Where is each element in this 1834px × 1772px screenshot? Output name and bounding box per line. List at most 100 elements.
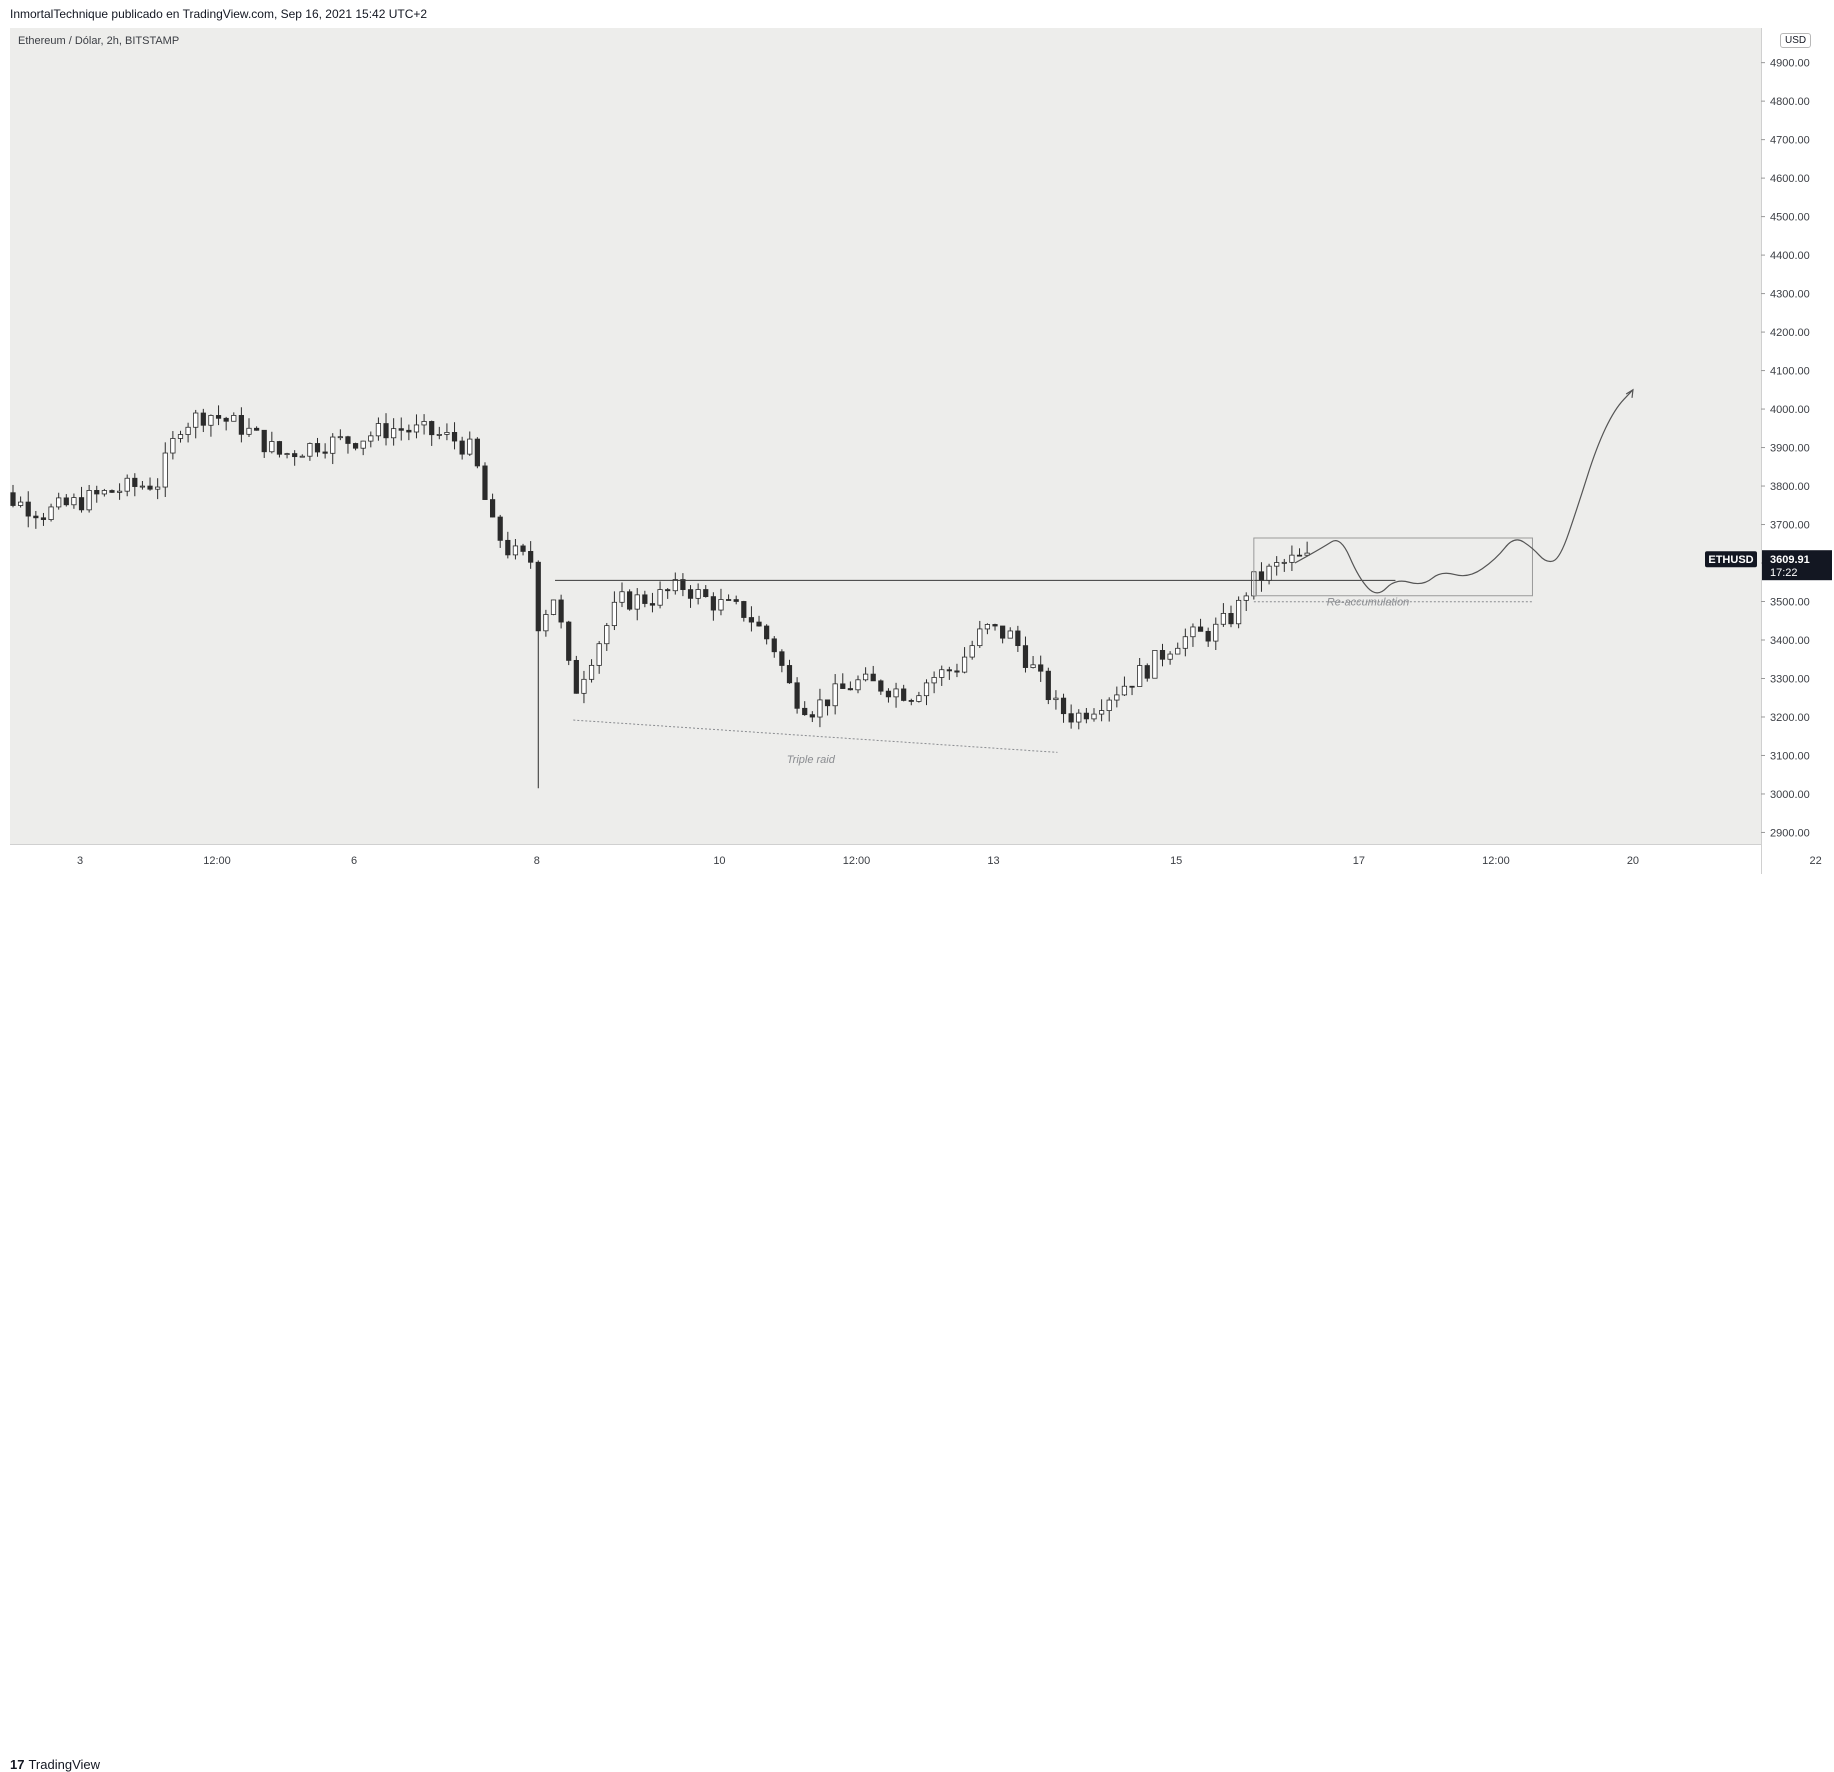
- projection-path: [1294, 389, 1634, 594]
- price-tick-label: 4500.00: [1770, 212, 1810, 224]
- candle-body: [596, 643, 602, 666]
- candle-body: [779, 651, 785, 666]
- price-tick-label: 4700.00: [1770, 135, 1810, 147]
- candle-body: [1167, 653, 1173, 660]
- candle-body: [1304, 552, 1310, 556]
- price-axis[interactable]: [1761, 28, 1834, 874]
- price-tick-label: 4100.00: [1770, 366, 1810, 378]
- candle-body: [1121, 685, 1128, 696]
- candle-body: [398, 428, 404, 431]
- time-tick-label: 12:00: [1482, 855, 1510, 867]
- chart-plot-area[interactable]: [10, 28, 1761, 844]
- candle-body: [969, 645, 975, 658]
- currency-button[interactable]: USD: [1780, 33, 1812, 48]
- tradingview-logo[interactable]: 17 TradingView: [10, 1757, 100, 1772]
- time-tick-label: 12:00: [203, 855, 231, 867]
- candle-body: [132, 477, 138, 487]
- candle-body: [1281, 561, 1287, 564]
- candle-body: [337, 436, 343, 439]
- candle-body: [1220, 613, 1226, 625]
- candle-body: [101, 490, 107, 495]
- candle-body: [710, 596, 716, 611]
- candle-body: [863, 673, 869, 681]
- candle-body: [360, 440, 366, 449]
- candle-body: [124, 477, 130, 492]
- price-tick-label: 2900.00: [1770, 827, 1810, 839]
- candle-body: [748, 617, 755, 623]
- candle-body: [429, 421, 435, 436]
- publish-info: InmortalTechnique publicado en TradingVi…: [10, 7, 428, 21]
- candle-body: [832, 683, 838, 707]
- candle-body: [1000, 625, 1006, 639]
- candle-body: [1266, 565, 1272, 581]
- candle-body: [946, 669, 952, 672]
- price-tick-label: 4200.00: [1770, 327, 1810, 339]
- candle-body: [1243, 595, 1249, 601]
- annotation-label: Triple raid: [787, 754, 836, 766]
- candle-body: [444, 432, 450, 435]
- candle-body: [1015, 630, 1021, 647]
- candle-body: [276, 441, 283, 455]
- candle-body: [566, 621, 572, 661]
- candle-body: [1053, 697, 1059, 701]
- candle-body: [893, 688, 899, 698]
- candle-body: [1083, 712, 1089, 720]
- price-tick-label: 4600.00: [1770, 173, 1810, 185]
- candle-body: [25, 501, 31, 517]
- price-tick-label: 4300.00: [1770, 289, 1810, 301]
- candle-body: [1129, 685, 1135, 688]
- price-tick-label: 3200.00: [1770, 712, 1810, 724]
- footer: 17 TradingView: [0, 874, 1834, 1772]
- candle-body: [330, 436, 336, 454]
- candle-body: [550, 599, 557, 615]
- candle-body: [764, 625, 770, 640]
- candle-body: [147, 485, 153, 490]
- price-tick-label: 3400.00: [1770, 635, 1810, 647]
- candle-body: [254, 427, 260, 431]
- candle-body: [657, 589, 663, 606]
- candle-body: [665, 589, 671, 592]
- candle-body: [1060, 697, 1067, 715]
- candle-body: [383, 423, 389, 439]
- time-tick-label: 8: [534, 855, 540, 867]
- time-axis[interactable]: [10, 844, 1761, 875]
- candle-body: [771, 638, 777, 653]
- candle-body: [840, 683, 846, 689]
- candle-body: [1022, 645, 1029, 668]
- candle-body: [634, 594, 640, 610]
- candle-body: [155, 486, 161, 490]
- candle-body: [1030, 664, 1036, 668]
- time-tick-label: 15: [1170, 855, 1182, 867]
- candle-body: [611, 601, 617, 627]
- tradingview-logo-icon: 17: [10, 1757, 25, 1772]
- candle-body: [33, 515, 39, 519]
- reaccumulation-box: [1253, 537, 1533, 597]
- candle-body: [520, 545, 526, 552]
- candle-body: [451, 432, 458, 442]
- candle-body: [1258, 571, 1265, 581]
- chart-svg: 2900.00 3000.00 3100.00 3200.00 3300.00 3400.…: [10, 58, 1832, 867]
- candle-body: [10, 492, 16, 506]
- candle-body: [802, 707, 808, 716]
- time-tick-label: 10: [713, 855, 725, 867]
- candle-body: [817, 699, 823, 718]
- candle-body: [725, 599, 732, 601]
- candle-body: [687, 589, 694, 599]
- candle-body: [94, 490, 100, 495]
- candle-body: [1137, 665, 1143, 687]
- price-tag-value: 3609.91: [1770, 554, 1810, 566]
- time-tick-label: 17: [1353, 855, 1365, 867]
- price-tick-label: 3900.00: [1770, 443, 1810, 455]
- candle-body: [223, 417, 229, 422]
- candle-body: [162, 452, 168, 488]
- candle-body: [109, 490, 115, 493]
- candle-body: [246, 427, 252, 435]
- candle-body: [1007, 630, 1013, 639]
- symbol-title: Ethereum / Dólar, 2h, BITSTAMP: [18, 35, 180, 47]
- candle-body: [923, 682, 930, 697]
- price-tick-label: 3300.00: [1770, 673, 1810, 685]
- candle-body: [870, 673, 876, 682]
- candle-body: [528, 551, 534, 563]
- candle-body: [1296, 554, 1303, 557]
- projection-arrow-icon: [1625, 388, 1634, 398]
